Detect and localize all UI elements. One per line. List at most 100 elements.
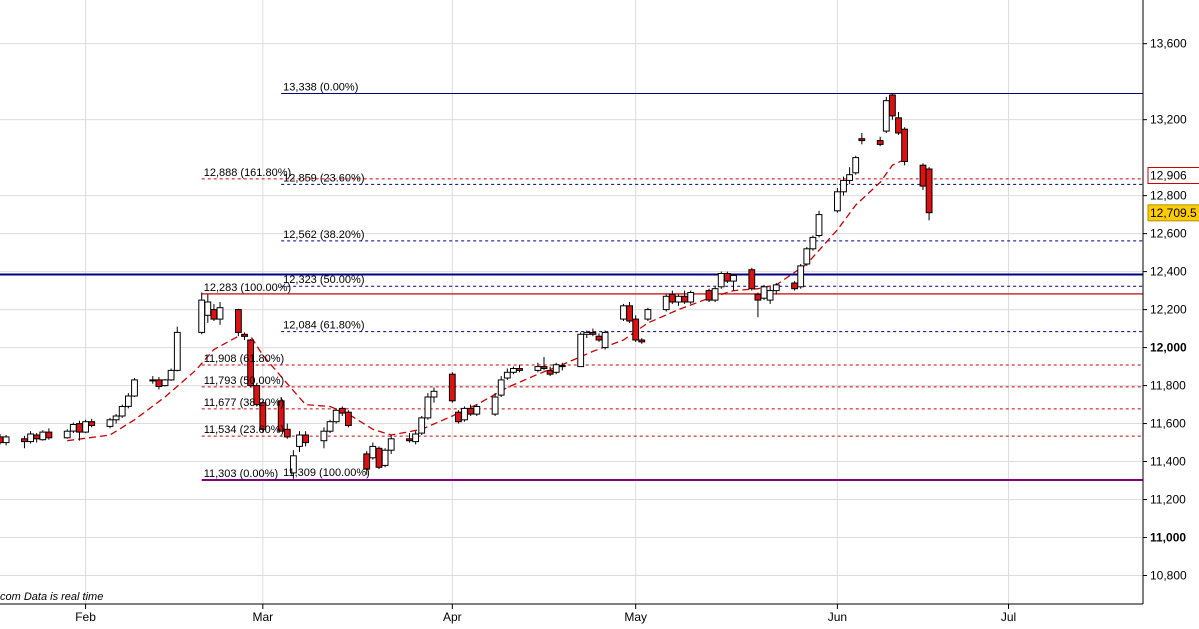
candle-body bbox=[76, 423, 83, 433]
candle bbox=[901, 127, 909, 166]
candle bbox=[840, 176, 847, 196]
candle bbox=[876, 136, 884, 147]
candle-body bbox=[705, 290, 713, 301]
candle bbox=[516, 364, 523, 373]
y-tick-label: 11,600 bbox=[1150, 417, 1186, 431]
candle-body bbox=[387, 438, 395, 451]
candle bbox=[540, 357, 548, 371]
candle bbox=[283, 423, 291, 439]
fib-level-label: 11,677 (38.20%) bbox=[204, 397, 285, 409]
candle-body bbox=[882, 100, 890, 132]
candle-body bbox=[241, 333, 248, 337]
candle bbox=[76, 420, 83, 441]
candle-body bbox=[363, 453, 371, 470]
fib-level-label: 13,338 (0.00%) bbox=[283, 81, 358, 93]
y-tick-label: 12,400 bbox=[1150, 265, 1187, 279]
candle bbox=[125, 393, 132, 409]
candle-body bbox=[491, 396, 499, 415]
candle bbox=[601, 330, 609, 350]
candle bbox=[662, 294, 670, 312]
candle bbox=[63, 429, 71, 439]
candle bbox=[69, 422, 77, 434]
candle-body bbox=[320, 430, 328, 442]
candle-body bbox=[797, 265, 805, 288]
candle-body bbox=[546, 369, 554, 375]
candle-body bbox=[840, 179, 847, 193]
candle bbox=[834, 188, 841, 213]
candle-body bbox=[424, 396, 432, 419]
candle-body bbox=[155, 379, 163, 387]
candle bbox=[320, 427, 328, 449]
candle-body bbox=[754, 293, 762, 301]
candle-body bbox=[235, 309, 242, 333]
candle bbox=[724, 271, 731, 284]
x-tick-label: Jun bbox=[828, 610, 847, 624]
fib-level-label: 12,859 (23.60%) bbox=[283, 172, 364, 184]
fib-level-label: 12,888 (161.80%) bbox=[204, 167, 291, 179]
candle bbox=[88, 418, 96, 428]
candle bbox=[754, 292, 762, 318]
candle bbox=[717, 271, 725, 289]
candle-body bbox=[210, 309, 218, 320]
candle-body bbox=[601, 331, 609, 349]
price-tag-box bbox=[1147, 204, 1199, 222]
candle-body bbox=[748, 269, 756, 290]
candle bbox=[595, 333, 603, 342]
candle-body bbox=[467, 407, 475, 415]
fib-level-label: 12,323 (50.00%) bbox=[283, 274, 364, 286]
candle bbox=[198, 292, 206, 335]
candle-body bbox=[69, 424, 77, 432]
candle bbox=[772, 283, 780, 295]
candle bbox=[345, 410, 352, 428]
candle-body bbox=[895, 117, 902, 134]
candle-body bbox=[815, 214, 823, 237]
candle-body bbox=[63, 430, 71, 439]
candle bbox=[338, 406, 346, 416]
candle bbox=[815, 210, 823, 238]
candle-body bbox=[406, 438, 413, 442]
candle-body bbox=[118, 406, 126, 417]
candle-body bbox=[919, 164, 927, 187]
candle bbox=[675, 294, 682, 306]
candle-body bbox=[803, 248, 811, 265]
candle-body bbox=[283, 428, 291, 438]
candle-body bbox=[204, 301, 212, 316]
candle-body bbox=[345, 411, 352, 427]
candle bbox=[534, 362, 542, 373]
candle-body bbox=[901, 128, 909, 162]
fib-level-label: 12,084 (61.80%) bbox=[283, 320, 364, 332]
candle-body bbox=[369, 445, 377, 459]
candle bbox=[381, 448, 389, 468]
candle-body bbox=[473, 406, 481, 415]
candle-body bbox=[577, 333, 585, 368]
candle bbox=[247, 339, 254, 388]
candle-body bbox=[516, 368, 523, 371]
candle-body bbox=[381, 449, 389, 466]
x-tick-label: Jul bbox=[1001, 610, 1016, 624]
candle bbox=[895, 112, 902, 135]
candle bbox=[925, 167, 933, 221]
y-tick-label: 11,000 bbox=[1150, 531, 1186, 545]
candle-body bbox=[39, 431, 47, 441]
candle-body bbox=[791, 282, 799, 290]
candle-body bbox=[418, 417, 426, 434]
candle-body bbox=[326, 421, 334, 432]
candle bbox=[27, 431, 35, 444]
candle-body bbox=[21, 438, 28, 443]
candle bbox=[155, 377, 163, 390]
candle bbox=[241, 332, 248, 340]
candle bbox=[632, 315, 640, 342]
candle bbox=[412, 431, 420, 445]
fib-level-label: 11,303 (0.00%) bbox=[204, 468, 278, 480]
y-tick-label: 12,800 bbox=[1150, 189, 1187, 203]
y-tick-label: 11,800 bbox=[1150, 379, 1186, 393]
candle bbox=[497, 376, 505, 397]
candle bbox=[173, 326, 181, 372]
candle-body bbox=[724, 273, 731, 282]
candle-body bbox=[0, 436, 4, 444]
candle-body bbox=[889, 94, 896, 117]
candle-body bbox=[858, 138, 866, 142]
price-tag: 12,709.5 bbox=[1147, 204, 1199, 222]
candle bbox=[461, 406, 468, 422]
